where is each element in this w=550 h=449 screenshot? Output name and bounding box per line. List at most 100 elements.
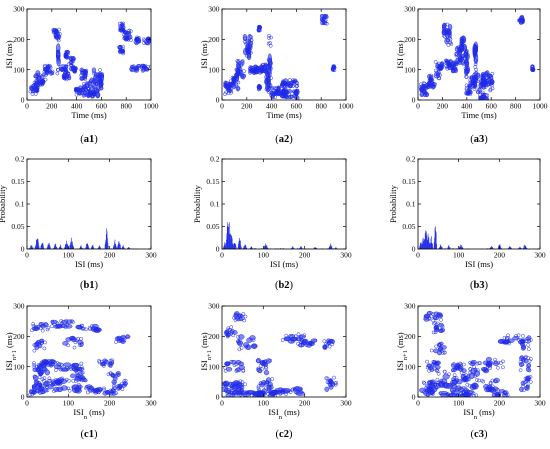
scatter-point bbox=[438, 382, 445, 387]
x-tick-label: 200 bbox=[494, 399, 506, 408]
y-tick-label: 100 bbox=[404, 362, 416, 371]
scatter-marker bbox=[439, 318, 442, 321]
scatter-point bbox=[443, 374, 450, 379]
x-tick-label: 1000 bbox=[339, 102, 354, 111]
scatter-cluster bbox=[43, 64, 54, 75]
x-axis-label: ISI (ms) bbox=[75, 259, 103, 269]
axes-frame bbox=[222, 159, 346, 249]
scatter-cluster bbox=[257, 84, 262, 91]
scatter-marker bbox=[434, 60, 437, 63]
scatter-point bbox=[442, 345, 447, 349]
scatter-marker bbox=[43, 347, 46, 350]
x-tick-label: 0 bbox=[220, 251, 224, 260]
panel-label: (b3) bbox=[470, 280, 489, 291]
scatter-point bbox=[235, 360, 241, 364]
scatter-cluster bbox=[331, 64, 336, 71]
x-tick-label: 300 bbox=[340, 399, 352, 408]
scatter-cluster bbox=[442, 23, 453, 47]
scatter-marker bbox=[244, 315, 247, 318]
scatter-marker bbox=[54, 368, 57, 371]
x-tick-label: 200 bbox=[299, 251, 311, 260]
scatter-marker bbox=[80, 362, 83, 365]
scatter-cluster bbox=[130, 64, 141, 72]
scatter-cluster bbox=[425, 360, 440, 373]
scatter-cluster bbox=[325, 376, 338, 392]
scatter-marker bbox=[56, 72, 59, 75]
y-axis-label: Probability bbox=[0, 184, 7, 223]
x-tick-label: 0 bbox=[25, 102, 29, 111]
y-tick-label: 300 bbox=[404, 5, 416, 14]
scatter-cluster bbox=[52, 28, 62, 41]
y-tick-label: 0 bbox=[21, 245, 25, 254]
scatter-cluster bbox=[232, 311, 247, 322]
y-tick-label: 300 bbox=[208, 302, 220, 311]
x-tick-label: 800 bbox=[121, 102, 133, 111]
x-tick-label: 0 bbox=[220, 399, 224, 408]
panel-label: (b1) bbox=[80, 280, 99, 291]
scatter-marker bbox=[527, 343, 530, 346]
scatter-cluster bbox=[519, 336, 532, 351]
scatter-marker bbox=[50, 325, 53, 328]
x-tick-label: 200 bbox=[46, 102, 58, 111]
y-tick-label: 0.05 bbox=[402, 222, 415, 231]
y-tick-label: 100 bbox=[404, 65, 416, 74]
scatter-cluster bbox=[464, 50, 470, 79]
scatter-cluster bbox=[72, 66, 77, 73]
y-tick-label: 0 bbox=[412, 96, 416, 105]
x-axis-label: ISI (ms) bbox=[270, 259, 298, 269]
scatter-cluster bbox=[118, 45, 125, 55]
x-tick-label: 800 bbox=[510, 102, 522, 111]
scatter-point bbox=[87, 386, 94, 390]
y-tick-label: 0.2 bbox=[15, 155, 25, 164]
scatter-cluster bbox=[320, 14, 328, 25]
scatter-cluster bbox=[107, 371, 121, 380]
scatter-point bbox=[45, 370, 50, 375]
y-tick-label: 200 bbox=[13, 332, 25, 341]
plot-area-b3 bbox=[419, 226, 527, 249]
scatter-point bbox=[238, 335, 244, 340]
scatter-marker bbox=[529, 380, 532, 383]
x-axis-label: ISIn (ms) bbox=[73, 407, 105, 421]
scatter-marker bbox=[271, 377, 274, 380]
y-axis-label: ISI (ms) bbox=[4, 40, 14, 68]
scatter-cluster bbox=[434, 60, 444, 80]
scatter-marker bbox=[425, 360, 428, 363]
x-tick-label: 200 bbox=[104, 399, 116, 408]
scatter-point bbox=[252, 344, 258, 349]
panel-label: (a1) bbox=[80, 134, 98, 145]
y-tick-label: 0 bbox=[216, 96, 220, 105]
scatter-marker bbox=[80, 337, 83, 340]
x-tick-label: 200 bbox=[494, 251, 506, 260]
scatter-marker bbox=[519, 369, 522, 372]
y-tick-label: 100 bbox=[208, 362, 220, 371]
y-tick-label: 200 bbox=[404, 35, 416, 44]
scatter-marker bbox=[268, 34, 271, 37]
scatter-point bbox=[63, 341, 69, 345]
scatter-point bbox=[104, 360, 109, 364]
scatter-marker bbox=[443, 370, 446, 373]
y-tick-label: 200 bbox=[404, 332, 416, 341]
x-tick-label: 200 bbox=[241, 102, 253, 111]
scatter-marker bbox=[432, 331, 435, 334]
x-tick-label: 100 bbox=[63, 251, 75, 260]
plot-area-a2 bbox=[223, 14, 336, 101]
panel-label: (a3) bbox=[470, 134, 488, 145]
scatter-cluster bbox=[517, 15, 524, 24]
scatter-point bbox=[247, 338, 253, 343]
y-tick-label: 300 bbox=[208, 5, 220, 14]
scatter-cluster bbox=[70, 369, 87, 382]
scatter-cluster bbox=[224, 360, 245, 372]
y-tick-label: 0.05 bbox=[11, 222, 24, 231]
panel-label: (c1) bbox=[81, 429, 98, 440]
x-tick-label: 300 bbox=[534, 399, 546, 408]
y-tick-label: 300 bbox=[13, 5, 25, 14]
x-tick-label: 0 bbox=[416, 251, 420, 260]
panel-label: (c3) bbox=[471, 429, 488, 440]
x-tick-label: 200 bbox=[299, 399, 311, 408]
scatter-marker bbox=[496, 366, 499, 369]
plot-area-c2 bbox=[221, 311, 338, 397]
x-axis-label: ISIn (ms) bbox=[268, 407, 300, 421]
y-tick-label: 0.15 bbox=[11, 177, 24, 186]
